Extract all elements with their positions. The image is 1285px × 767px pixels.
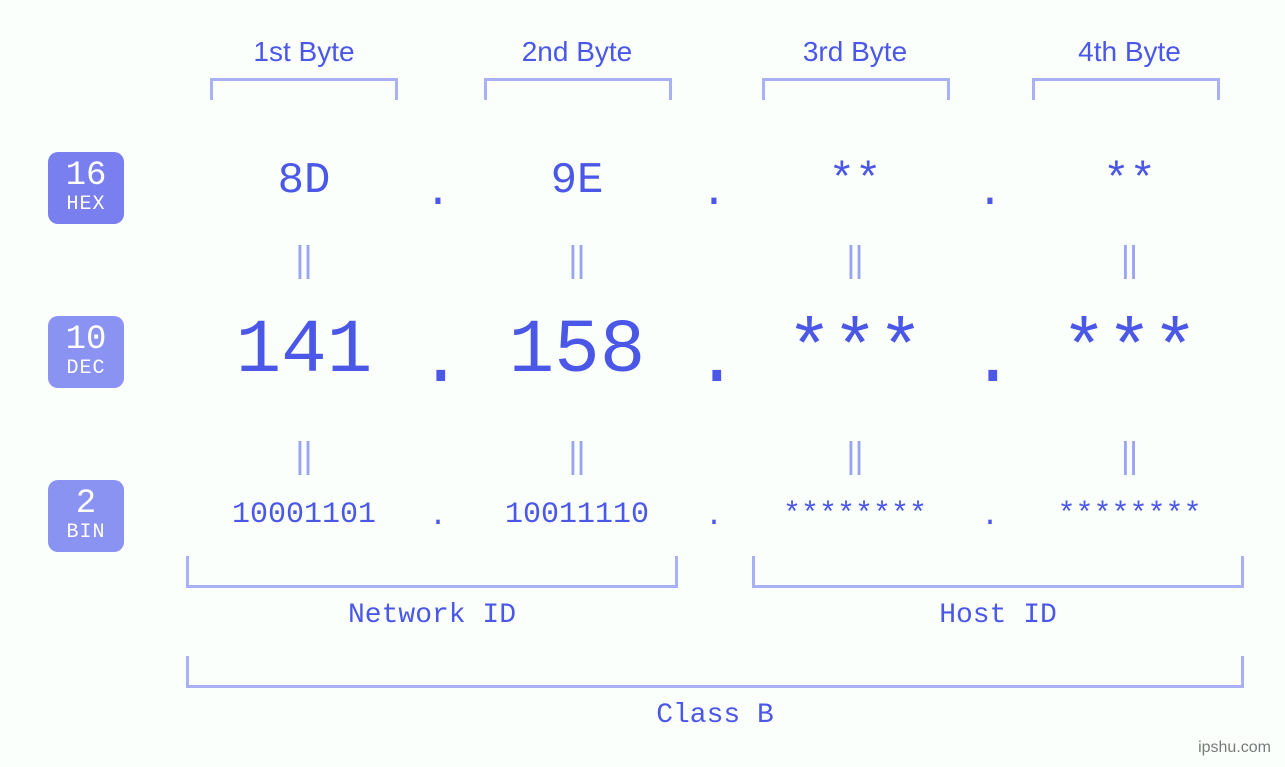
bin-dot-3: . — [970, 500, 1010, 534]
bin-dot-2: . — [694, 500, 734, 534]
bin-byte-3: ******** — [716, 498, 994, 532]
badge-hex-base: 16 — [48, 159, 124, 195]
class-bracket — [186, 656, 1244, 688]
network-id-bracket — [186, 556, 678, 588]
bin-byte-2: 10011110 — [438, 498, 716, 532]
badge-dec: 10 DEC — [48, 316, 124, 388]
badge-dec-base: 10 — [48, 323, 124, 359]
watermark: ipshu.com — [1198, 739, 1271, 757]
bin-dot-1: . — [418, 500, 458, 534]
host-id-label: Host ID — [752, 600, 1244, 631]
badge-bin-base: 2 — [48, 487, 124, 523]
badge-bin: 2 BIN — [48, 480, 124, 552]
badge-hex-abbr: HEX — [48, 194, 124, 215]
badge-hex: 16 HEX — [48, 152, 124, 224]
bin-byte-4: ******** — [994, 498, 1265, 532]
network-id-label: Network ID — [186, 600, 678, 631]
badge-bin-abbr: BIN — [48, 522, 124, 543]
base-badges-column: 16 HEX 10 DEC 2 BIN — [48, 0, 128, 767]
badge-dec-abbr: DEC — [48, 358, 124, 379]
host-id-bracket — [752, 556, 1244, 588]
class-label: Class B — [186, 700, 1244, 731]
ip-grid: 1st Byte 2nd Byte 3rd Byte 4th Byte 8D 9… — [170, 0, 1265, 767]
bin-byte-1: 10001101 — [170, 498, 438, 532]
